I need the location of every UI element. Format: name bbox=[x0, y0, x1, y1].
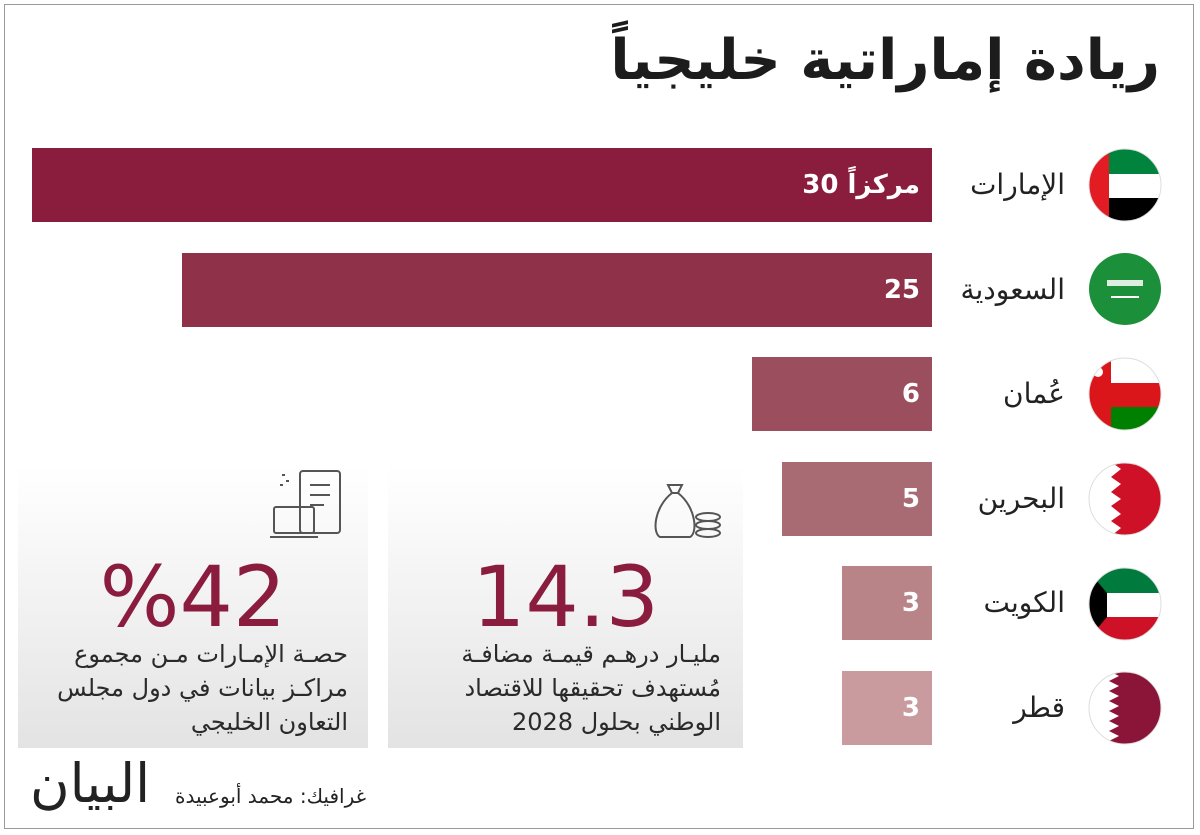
flag-qatar bbox=[1089, 672, 1161, 744]
flag-uae bbox=[1089, 149, 1161, 221]
bar bbox=[842, 566, 932, 641]
stat-text: الوطني بحلول 2028 bbox=[511, 708, 721, 736]
value-label: 3 bbox=[901, 588, 920, 619]
bar bbox=[182, 252, 932, 327]
bar bbox=[32, 148, 932, 222]
value-label: 30 مركزاً bbox=[802, 170, 920, 200]
stat-text: مراكـز بيانات في دول مجلس bbox=[57, 674, 348, 702]
category-label: البحرين bbox=[977, 481, 1065, 515]
value-label: 25 bbox=[883, 274, 920, 305]
bar bbox=[782, 461, 932, 536]
category-label: السعودية bbox=[960, 272, 1065, 306]
flags bbox=[1088, 148, 1162, 745]
value-label: 3 bbox=[901, 693, 920, 723]
stat-text: مليـار درهـم قيمـة مضافـة bbox=[461, 640, 721, 668]
stat-value: 14.3 bbox=[471, 548, 660, 646]
stat-text: حصـة الإمـارات مـن مجموع bbox=[74, 640, 348, 668]
title: ريادة إماراتية خليجياً bbox=[610, 28, 1160, 93]
flag-bahrain bbox=[1089, 463, 1161, 535]
bar bbox=[842, 671, 932, 745]
logo: البيان bbox=[30, 752, 151, 815]
category-label: قطر bbox=[1013, 691, 1065, 724]
value-label: 6 bbox=[901, 379, 920, 410]
stat-text: مُستهدف تحقيقها للاقتصاد bbox=[464, 674, 721, 702]
money-icon bbox=[654, 484, 721, 538]
bar bbox=[752, 357, 932, 432]
flag-kuwait bbox=[1089, 568, 1161, 640]
stat-text: التعاون الخليجي bbox=[190, 708, 348, 736]
credit: غرافيك: محمد أبوعبيدة bbox=[175, 784, 367, 808]
value-label: 5 bbox=[901, 483, 920, 514]
category-label: عُمان bbox=[1003, 377, 1065, 411]
flag-oman bbox=[1089, 358, 1161, 430]
stat-box: 14.3 مليـار درهـم قيمـة مضافـة مُستهدف ت… bbox=[388, 465, 743, 748]
category-label: الإمارات bbox=[970, 168, 1065, 201]
category-label: الكويت bbox=[983, 586, 1065, 620]
stat-value: %42 bbox=[99, 548, 287, 646]
stat-box: %42 حصـة الإمـارات مـن مجموع مراكـز بيان… bbox=[18, 465, 368, 748]
frame bbox=[4, 4, 1194, 829]
flag-saudi bbox=[1089, 253, 1161, 325]
device-icon bbox=[270, 470, 341, 538]
